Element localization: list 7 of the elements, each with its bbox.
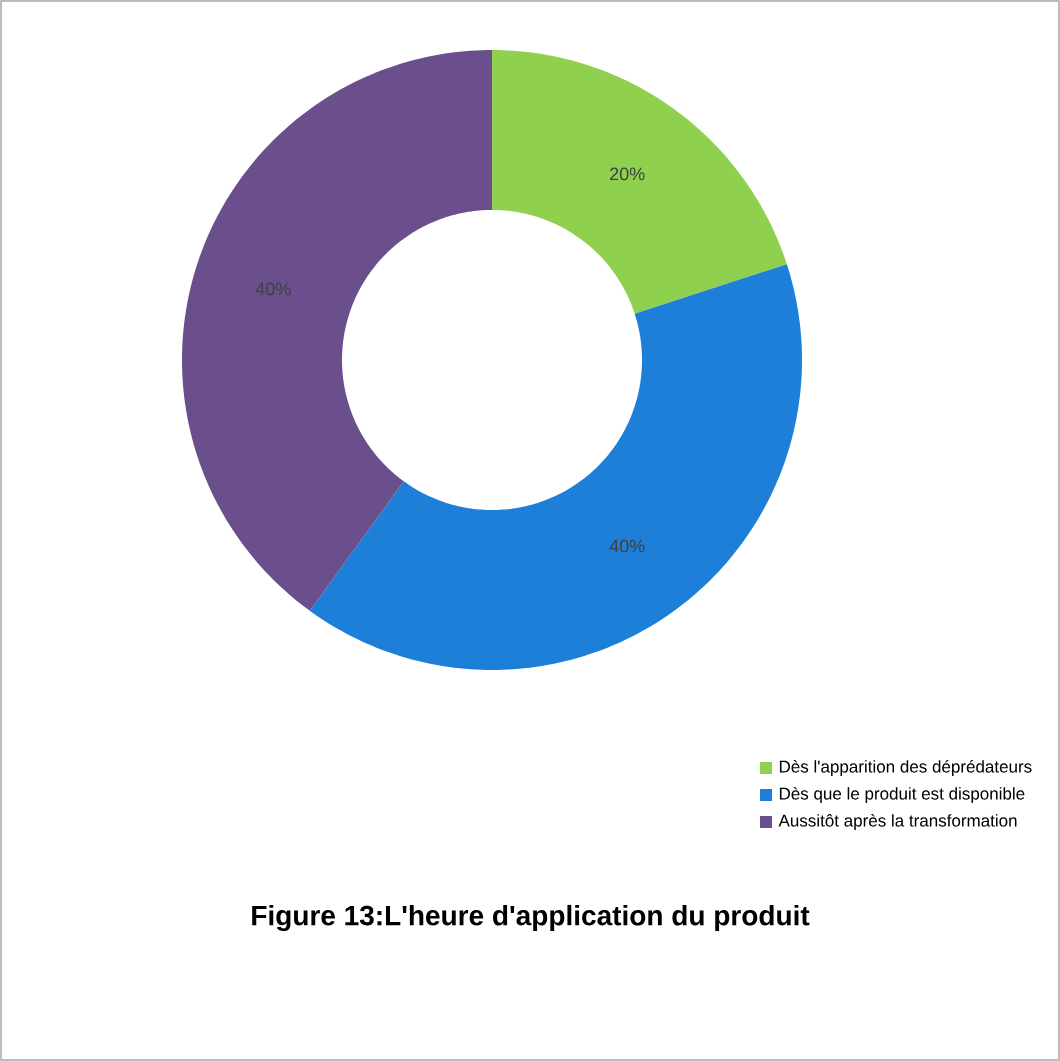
legend-label: Aussitôt après la transformation	[778, 813, 1017, 831]
legend-label: Dès que le produit est disponible	[779, 786, 1025, 804]
text: Figure 13:L'heure d'application du produit	[252, 904, 810, 932]
data-label: 20%	[610, 167, 645, 181]
legend-label: Dès l'apparition des déprédateurs	[779, 759, 1032, 777]
data-label: 40%	[609, 539, 645, 553]
data-label: 40%	[255, 282, 291, 296]
